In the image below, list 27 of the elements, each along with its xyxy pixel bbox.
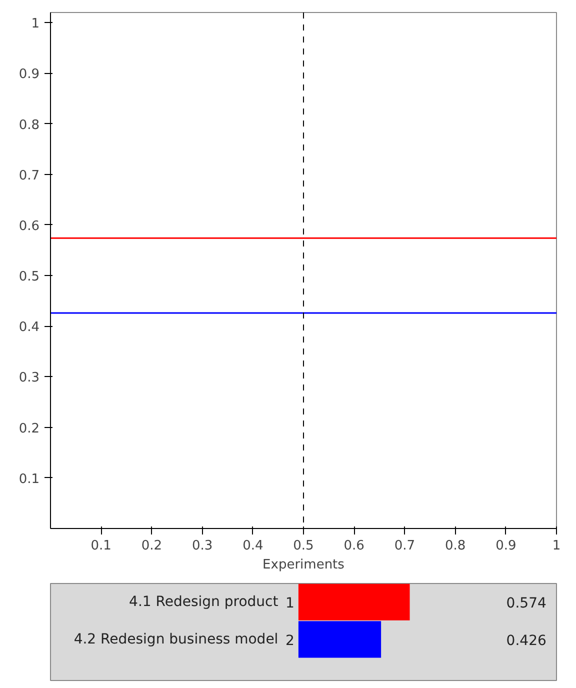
y-tick-label: 4.2 Redesign business model [74,631,278,648]
x-axis-title: Experiments [262,558,345,572]
x-tick-label: 0.5 [293,538,314,554]
x-tick-label: 0.6 [344,538,364,554]
data-label: 0.426 [506,632,546,649]
x-tick-label: 0.2 [141,538,162,554]
y-tick-label: 0.3 [18,370,40,386]
x-tick-label: 0.8 [444,538,466,554]
x-tick-label: 0.7 [394,538,416,554]
y-tick-label: 0.1 [18,472,40,487]
text: 1 [285,596,294,612]
x-tick-label: 0.4 [242,538,264,554]
x-tick-label: 1 [552,538,561,554]
y-tick-label: 0.2 [18,421,40,436]
y-tick-label: 0.5 [18,270,40,285]
y-tick-label: 0.6 [18,218,40,234]
data-label: 0.574 [506,596,546,612]
y-tick-label: 4.1 Redesign product [129,594,279,610]
x-tick-label: 0.3 [192,538,213,554]
y-tick-label: 0.4 [18,320,40,336]
y-tick-label: 0.9 [18,67,40,82]
y-tick-label: 0.8 [18,118,40,133]
text: 2 [285,632,294,649]
y-tick-label: 1 [31,16,40,32]
x-tick-label: 0.1 [90,538,112,554]
y-tick-label: 0.7 [18,168,40,184]
x-tick-label: 0.9 [496,538,516,554]
